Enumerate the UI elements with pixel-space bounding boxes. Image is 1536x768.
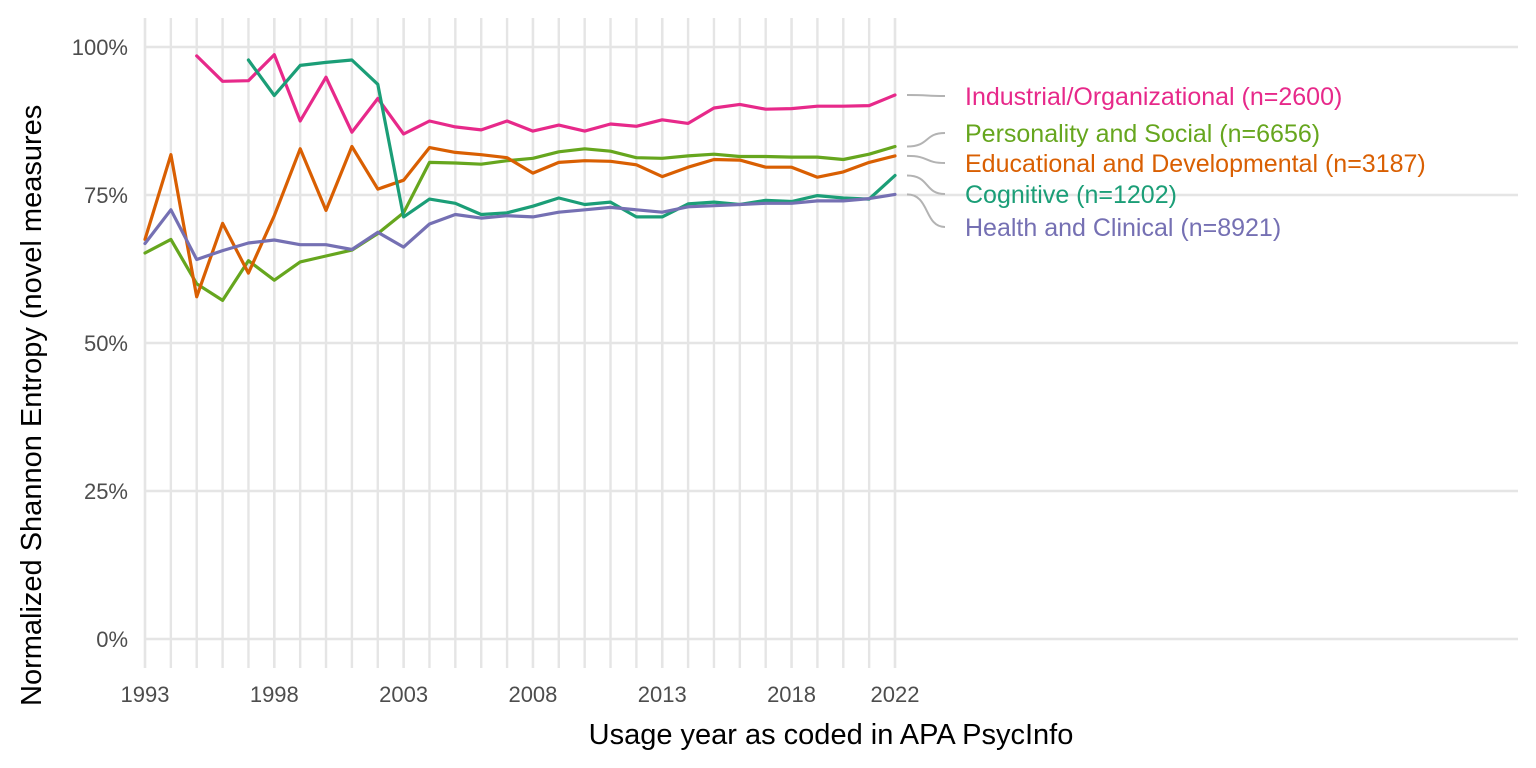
x-tick-label: 2018 [767, 682, 816, 707]
y-tick-label: 75% [84, 183, 128, 208]
x-tick-label: 2003 [379, 682, 428, 707]
series-label-layer: Industrial/Organizational (n=2600) Person… [965, 83, 1426, 242]
series-line-4 [143, 192, 897, 262]
series-line-3 [246, 58, 897, 219]
y-tick-label: 100% [72, 35, 128, 60]
label-connector-2 [906, 154, 946, 164]
series-label-0: Industrial/Organizational (n=2600) [965, 83, 1342, 111]
series-line-0 [195, 53, 897, 136]
y-tick-label: 50% [84, 331, 128, 356]
label-connector-0 [906, 94, 946, 97]
series-label-2: Educational and Developmental (n=3187) [965, 150, 1426, 178]
tick-label-layer: 0% 25% 50% 75% 100% 1993 1998 2003 2008 2013 2018 2… [72, 35, 920, 707]
series-layer [143, 53, 897, 302]
label-connector-layer [906, 94, 946, 228]
x-tick-label: 2022 [871, 682, 920, 707]
grid-layer [143, 18, 1518, 668]
x-tick-label: 1993 [121, 682, 170, 707]
series-line-2 [143, 144, 897, 299]
y-tick-label: 0% [96, 627, 128, 652]
y-tick-label: 25% [84, 479, 128, 504]
x-tick-label: 2008 [508, 682, 557, 707]
series-label-4: Health and Clinical (n=8921) [965, 214, 1281, 242]
x-tick-label: 1998 [250, 682, 299, 707]
x-axis-title: Usage year as coded in APA PsycInfo [589, 719, 1074, 751]
y-axis-title: Normalized Shannon Entropy (novel measur… [16, 105, 48, 706]
series-line-1 [143, 144, 897, 302]
series-label-3: Cognitive (n=1202) [965, 181, 1177, 209]
x-tick-label: 2013 [638, 682, 687, 707]
label-connector-1 [906, 132, 946, 148]
label-connector-3 [906, 174, 946, 195]
label-connector-4 [906, 193, 946, 228]
series-label-1: Personality and Social (n=6656) [965, 120, 1320, 148]
